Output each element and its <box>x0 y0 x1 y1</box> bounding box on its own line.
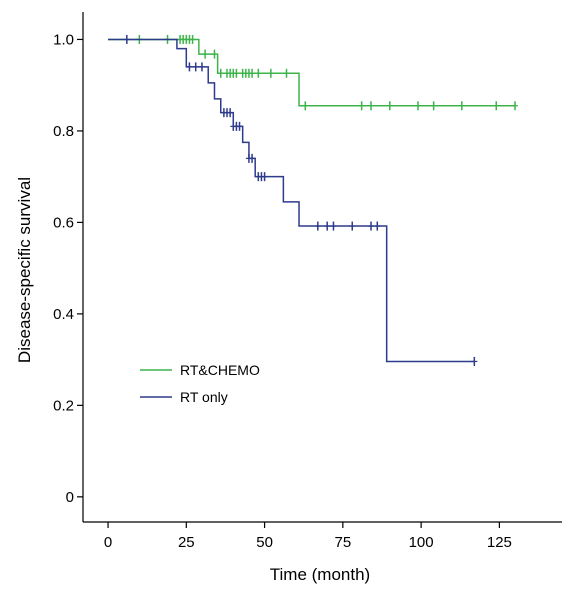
y-axis-title: Disease-specific survival <box>15 177 34 363</box>
legend: RT&CHEMO RT only <box>140 362 260 405</box>
x-tick-label: 125 <box>487 534 512 551</box>
x-axis-title: Time (month) <box>270 565 370 584</box>
y-tick-label: 0.8 <box>53 123 74 140</box>
x-tick-label: 25 <box>178 534 195 551</box>
y-tick-label: 0.6 <box>53 214 74 231</box>
series <box>108 34 519 366</box>
x-tick-label: 50 <box>256 534 273 551</box>
axes <box>82 12 562 523</box>
ticks: 0 25 50 75 100 125 0 0.2 0.4 0.6 0.8 1.0 <box>53 31 512 551</box>
x-tick-label: 100 <box>409 534 434 551</box>
legend-label-rt-only: RT only <box>180 389 228 405</box>
y-tick-label: 0.4 <box>53 306 74 323</box>
y-tick-label: 1.0 <box>53 31 74 48</box>
series-line-rt-chemo <box>108 38 516 107</box>
x-tick-label: 75 <box>335 534 352 551</box>
y-tick-label: 0.2 <box>53 397 74 414</box>
series-line-rt-only <box>108 38 475 363</box>
y-tick-label: 0 <box>66 489 74 506</box>
x-tick-label: 0 <box>104 534 112 551</box>
legend-label-rt-chemo: RT&CHEMO <box>180 362 260 378</box>
